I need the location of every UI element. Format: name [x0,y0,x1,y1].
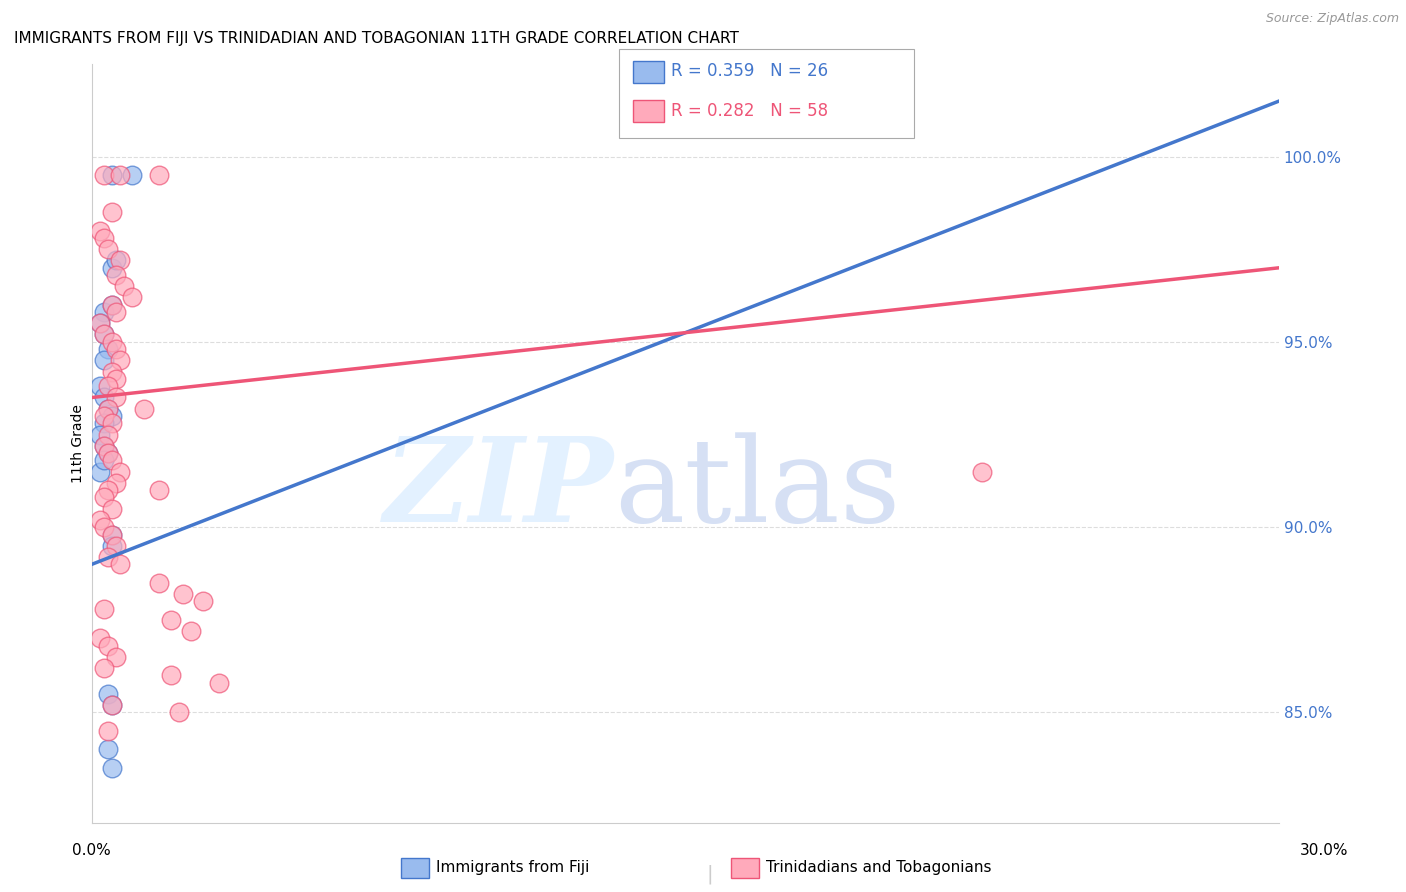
Text: Immigrants from Fiji: Immigrants from Fiji [436,861,589,875]
Point [167,706,190,720]
Point [191,594,214,608]
Point [101,501,124,516]
Text: Trinidadians and Tobagonians: Trinidadians and Tobagonians [766,861,991,875]
Point [101,365,124,379]
Point [972,465,994,479]
Point [97,379,120,393]
Point [108,557,131,571]
Point [101,527,124,541]
Point [97,401,120,416]
Point [104,372,127,386]
Text: ZIP: ZIP [384,432,614,547]
Point [93,520,115,534]
Point [148,575,170,590]
Point [97,483,120,497]
Point [93,168,115,182]
Point [89,317,111,331]
Point [104,391,127,405]
Text: 30.0%: 30.0% [1301,843,1348,857]
Point [89,513,111,527]
Point [93,417,115,431]
Point [148,168,170,182]
Point [97,549,120,564]
Point [160,668,183,682]
Point [93,353,115,368]
Point [93,327,115,342]
Point [101,698,124,712]
Point [93,439,115,453]
Point [208,675,231,690]
Text: |: | [707,864,713,884]
Point [104,305,127,319]
Point [93,491,115,505]
Point [104,268,127,283]
Point [101,761,124,775]
Point [132,401,155,416]
Point [97,446,120,460]
Point [101,334,124,349]
Point [108,465,131,479]
Point [93,409,115,423]
Point [97,242,120,256]
Point [89,379,111,393]
Point [101,298,124,312]
Point [101,539,124,553]
Point [89,632,111,646]
Point [97,639,120,653]
Point [121,168,143,182]
Point [97,687,120,701]
Point [97,446,120,460]
Point [93,439,115,453]
Point [104,539,127,553]
Point [93,305,115,319]
Point [93,231,115,245]
Point [112,279,135,293]
Point [89,427,111,442]
Point [104,253,127,268]
Point [108,168,131,182]
Point [89,317,111,331]
Point [101,527,124,541]
Point [89,465,111,479]
Point [180,624,202,638]
Point [172,587,194,601]
Point [97,343,120,357]
Text: R = 0.282   N = 58: R = 0.282 N = 58 [671,102,828,120]
Point [93,661,115,675]
Point [97,723,120,738]
Point [93,327,115,342]
Point [101,698,124,712]
Point [101,409,124,423]
Text: 0.0%: 0.0% [72,843,111,857]
Text: R = 0.359   N = 26: R = 0.359 N = 26 [671,62,828,80]
Y-axis label: 11th Grade: 11th Grade [72,404,86,483]
Point [97,401,120,416]
Point [101,260,124,275]
Point [108,253,131,268]
Point [97,427,120,442]
Text: IMMIGRANTS FROM FIJI VS TRINIDADIAN AND TOBAGONIAN 11TH GRADE CORRELATION CHART: IMMIGRANTS FROM FIJI VS TRINIDADIAN AND … [14,31,740,46]
Point [101,453,124,467]
Point [89,224,111,238]
Point [93,391,115,405]
Point [104,343,127,357]
Point [108,353,131,368]
Point [121,290,143,304]
Point [101,298,124,312]
Text: atlas: atlas [614,432,901,547]
Point [97,742,120,756]
Point [148,483,170,497]
Point [93,453,115,467]
Point [101,205,124,219]
Point [160,613,183,627]
Point [104,475,127,490]
Point [101,168,124,182]
Point [104,649,127,664]
Point [101,417,124,431]
Point [93,601,115,615]
Text: Source: ZipAtlas.com: Source: ZipAtlas.com [1265,12,1399,25]
